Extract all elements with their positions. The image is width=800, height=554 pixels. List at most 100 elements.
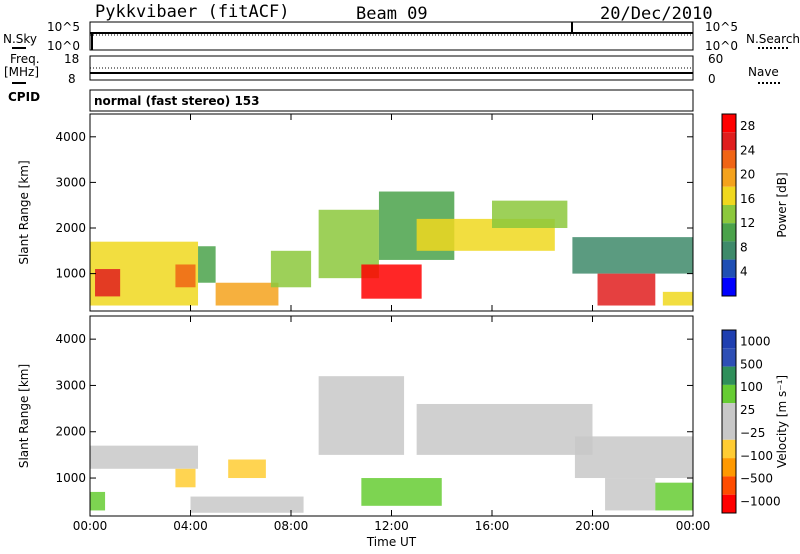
colorbar-segment	[722, 458, 736, 477]
cpid-panel-frame	[89, 89, 694, 112]
freq-unit-label: [MHz]	[4, 65, 40, 79]
colorbar-tick-label: −1000	[740, 495, 781, 509]
data-region-4	[215, 282, 279, 306]
nave-tick-bottom: 0	[708, 72, 716, 86]
colorbar-segment	[722, 277, 736, 296]
cpid-label: CPID	[8, 90, 41, 104]
data-region-1	[95, 269, 121, 297]
y-tick-label: 1000	[55, 267, 86, 281]
data-region-10	[492, 200, 568, 229]
y-tick-label: 2000	[55, 425, 86, 439]
y-tick-label: 2000	[55, 221, 86, 235]
colorbar-tick-label: 20	[740, 168, 755, 182]
y-tick-label: 4000	[55, 130, 86, 144]
data-region-7	[416, 403, 593, 455]
colorbar-tick-label: −500	[740, 472, 773, 486]
nsky-tick-top: 10^5	[47, 20, 80, 34]
cpid-value: normal (fast stereo) 153	[94, 94, 260, 108]
colorbar-segment	[722, 421, 736, 440]
data-region-0	[90, 445, 199, 469]
data-region-3	[190, 496, 304, 513]
nsearch-tick-top: 10^5	[705, 20, 738, 34]
date-label: 20/Dec/2010	[600, 4, 713, 24]
colorbar-tick-label: 500	[740, 357, 763, 371]
colorbar-frame	[721, 329, 737, 514]
colorbar-label: Velocity [m s⁻¹]	[775, 375, 789, 468]
colorbar-tick-label: −100	[740, 449, 773, 463]
colorbar-segment	[722, 132, 736, 151]
colorbar-segment	[722, 439, 736, 459]
nave-tick-top: 60	[708, 52, 724, 66]
nsearch-line-marker	[758, 47, 788, 49]
x-tick-label: 16:00	[475, 519, 510, 533]
colorbar-segment	[722, 241, 736, 260]
power-panel: 1000 2000 3000 4000 Slant Range [km] 4 8 12 16 20…	[17, 113, 789, 312]
colorbar-segment	[722, 476, 736, 495]
x-tick-label: 12:00	[374, 519, 409, 533]
colorbar-segment	[722, 168, 736, 187]
colorbar-segment	[722, 403, 736, 422]
x-tick-label: 00:00	[73, 519, 108, 533]
beam-label: Beam 09	[356, 4, 428, 24]
colorbar-segment	[722, 330, 736, 349]
data-region-10	[655, 482, 693, 511]
colorbar-tick-label: 24	[740, 143, 755, 157]
data-region-11	[572, 237, 693, 274]
y-tick-label: 4000	[55, 332, 86, 346]
data-region-3	[198, 246, 216, 283]
colorbar-segment	[722, 366, 736, 385]
data-region-2	[175, 468, 196, 488]
colorbar-label: Power [dB]	[775, 172, 789, 237]
y-axis-label: Slant Range [km]	[17, 160, 31, 264]
y-tick-label: 3000	[55, 175, 86, 189]
colorbar-segment	[722, 205, 736, 224]
data-region-2	[175, 264, 196, 288]
data-region-6	[361, 478, 442, 506]
x-axis-label: Time UT	[366, 535, 417, 549]
data-region-5	[270, 250, 312, 288]
colorbar-tick-label: 4	[740, 265, 748, 279]
nsearch-label: N.Search	[746, 32, 800, 46]
data-region-5	[318, 376, 405, 455]
colorbar-segment	[722, 384, 736, 404]
x-tick-label: 00:00	[676, 519, 711, 533]
data-region-9	[605, 478, 656, 511]
colorbar-segment	[722, 150, 736, 169]
colorbar-tick-label: 12	[740, 216, 755, 230]
colorbar-tick-label: −25	[740, 426, 765, 440]
colorbar-tick-label: 100	[740, 380, 763, 394]
colorbar-segment	[722, 186, 736, 205]
data-region-12	[597, 273, 656, 306]
freq-tick-bottom: 8	[68, 72, 76, 86]
freq-line-marker	[12, 82, 26, 84]
data-region-4	[228, 459, 266, 479]
nsky-line-marker	[12, 47, 26, 49]
colorbar-tick-label: 8	[740, 240, 748, 254]
colorbar-segment	[722, 348, 736, 367]
y-tick-label: 3000	[55, 378, 86, 392]
colorbar-tick-label: 1000	[740, 334, 771, 348]
x-tick-label: 04:00	[173, 519, 208, 533]
colorbar-frame	[721, 113, 737, 297]
data-region-8	[574, 436, 693, 479]
colorbar-tick-label: 25	[740, 403, 755, 417]
x-tick-label: 08:00	[274, 519, 309, 533]
data-region-7	[361, 264, 422, 299]
nsky-label: N.Sky	[3, 32, 38, 46]
nsearch-tick-bottom: 10^0	[705, 39, 738, 53]
colorbar-segment	[722, 223, 736, 242]
colorbar-segment	[722, 494, 736, 513]
y-tick-label: 1000	[55, 471, 86, 485]
nsky-tick-bottom: 10^0	[47, 39, 80, 53]
data-region-1	[90, 491, 106, 511]
colorbar-tick-label: 16	[740, 192, 755, 206]
velocity-panel: 1000 2000 3000 4000 00:00 04:00 08:00 12:00 16:0…	[17, 315, 789, 549]
colorbar-segment	[722, 259, 736, 278]
nave-line-marker	[758, 82, 780, 84]
freq-label: Freq.	[10, 52, 40, 66]
nave-label: Nave	[748, 65, 779, 79]
radar-title: Pykkvibaer (fitACF)	[95, 2, 290, 22]
data-region-13	[662, 291, 693, 306]
colorbar-tick-label: 28	[740, 119, 755, 133]
